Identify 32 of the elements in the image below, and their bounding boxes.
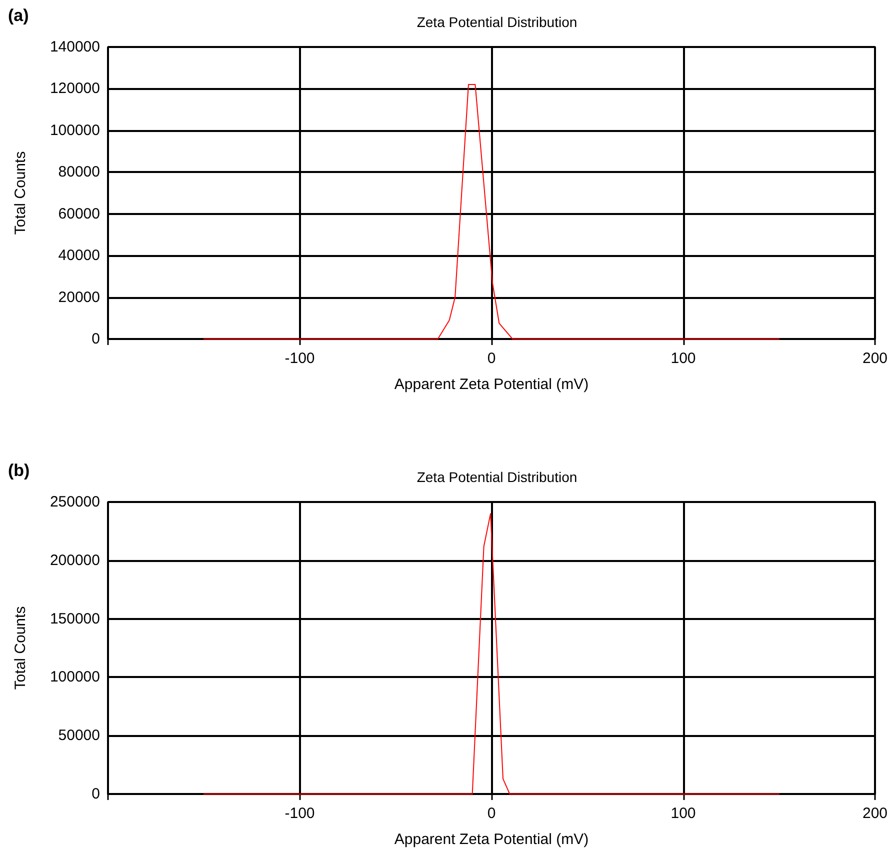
y-tick-label: 40000	[58, 247, 100, 264]
text: (a)	[8, 6, 29, 26]
y-tick-label: 20000	[58, 288, 100, 306]
chart-title: Zeta Potential Distribution	[416, 14, 578, 30]
x-tick-label: -100	[284, 350, 315, 367]
y-tick-label: 150000	[50, 610, 100, 628]
y-tick-label: 80000	[58, 164, 100, 181]
x-tick-label: 0	[487, 350, 496, 367]
y-tick-label: 120000	[50, 80, 100, 98]
x-tick-label: 200	[862, 350, 888, 367]
y-tick-label: 250000	[50, 494, 100, 510]
x-tick-label: 100	[670, 350, 696, 367]
x-axis-title: Apparent Zeta Potential (mV)	[394, 831, 589, 848]
y-tick-label: 100000	[50, 668, 100, 686]
x-tick-label: 0	[487, 805, 496, 822]
y-tick-label: 100000	[50, 122, 100, 139]
x-tick-label: -100	[284, 805, 315, 822]
x-tick-label: 100	[670, 805, 696, 822]
y-tick-label: 60000	[58, 205, 100, 222]
x-axis-title: Apparent Zeta Potential (mV)	[394, 376, 589, 393]
x-tick-label: 200	[862, 805, 888, 822]
y-axis-title: Total Counts	[12, 151, 29, 235]
text: (b)	[8, 461, 30, 481]
y-tick-label: 200000	[50, 552, 100, 569]
y-tick-label: 0	[92, 330, 100, 348]
line-series	[203, 84, 780, 340]
y-tick-label: 0	[92, 786, 100, 802]
y-axis-title: Total Counts	[12, 606, 29, 690]
line-series	[203, 513, 780, 794]
y-tick-label: 140000	[50, 38, 100, 56]
chart-title: Zeta Potential Distribution	[416, 469, 578, 485]
y-tick-label: 50000	[58, 727, 100, 744]
